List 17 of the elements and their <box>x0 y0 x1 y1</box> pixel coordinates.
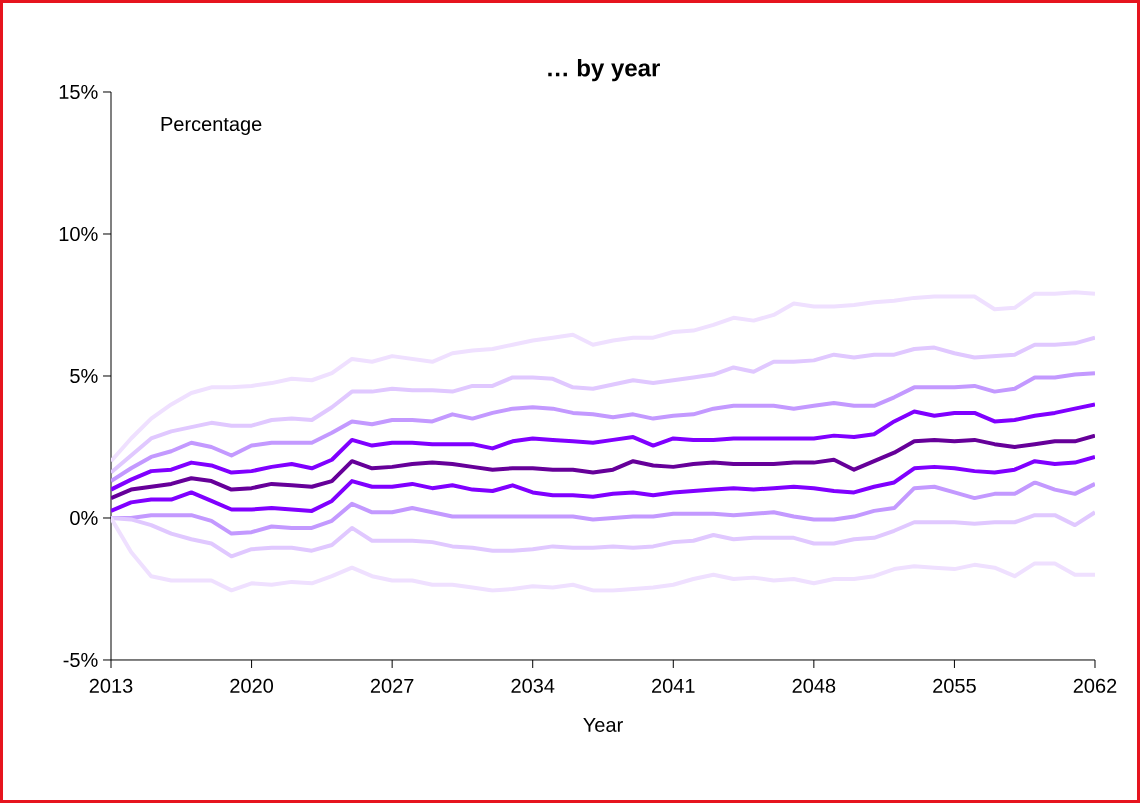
y-tick-label: 10% <box>59 226 98 242</box>
y-tick-label: -5% <box>63 652 98 668</box>
x-tick-label: 2027 <box>370 678 414 693</box>
y-axis-title: Percentage <box>161 117 262 136</box>
line-series <box>111 454 1095 513</box>
x-tick-label: 2041 <box>652 678 695 693</box>
chart-title: … by year <box>548 58 660 82</box>
y-tick-label: 15% <box>59 84 98 100</box>
x-axis-title: Year <box>583 718 623 732</box>
y-tick-label: 0% <box>70 510 98 526</box>
x-tick-label: 2034 <box>511 678 555 693</box>
x-tick-label: 2013 <box>89 678 133 693</box>
x-tick-label: 2020 <box>230 678 274 693</box>
x-tick-label: 2048 <box>792 678 836 693</box>
x-tick-label: 2055 <box>933 678 976 693</box>
x-tick-label: 2062 <box>1073 678 1117 693</box>
y-tick-label: 5% <box>70 368 98 384</box>
